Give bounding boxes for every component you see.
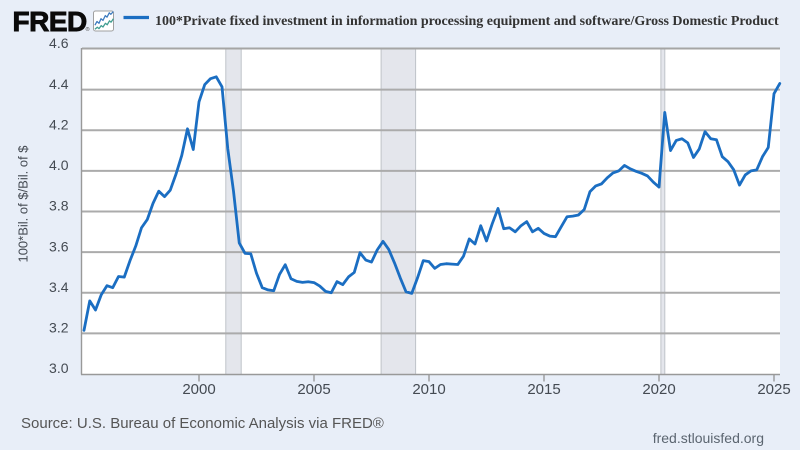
svg-text:3.6: 3.6	[49, 238, 69, 254]
svg-text:2005: 2005	[297, 381, 330, 398]
svg-text:2010: 2010	[412, 381, 445, 398]
svg-text:Source: U.S. Bureau of Economi: Source: U.S. Bureau of Economic Analysis…	[21, 415, 384, 432]
svg-text:3.4: 3.4	[49, 279, 69, 295]
svg-text:fred.stlouisfed.org: fred.stlouisfed.org	[653, 430, 764, 446]
svg-text:4.4: 4.4	[49, 76, 69, 92]
svg-text:2015: 2015	[527, 381, 560, 398]
svg-text:100*Bil. of $/Bil. of $: 100*Bil. of $/Bil. of $	[16, 145, 31, 263]
svg-text:4.0: 4.0	[49, 157, 69, 173]
svg-text:3.8: 3.8	[49, 198, 69, 214]
svg-text:3.2: 3.2	[49, 320, 69, 336]
svg-text:4.6: 4.6	[49, 35, 69, 51]
svg-text:®: ®	[86, 26, 90, 33]
svg-text:2020: 2020	[642, 381, 675, 398]
svg-text:2025: 2025	[757, 381, 790, 398]
svg-text:3.0: 3.0	[49, 360, 69, 376]
svg-text:2000: 2000	[182, 381, 215, 398]
svg-text:FRED: FRED	[13, 6, 88, 37]
svg-text:100*Private fixed investment i: 100*Private fixed investment in informat…	[155, 14, 779, 29]
svg-text:4.2: 4.2	[49, 116, 69, 132]
